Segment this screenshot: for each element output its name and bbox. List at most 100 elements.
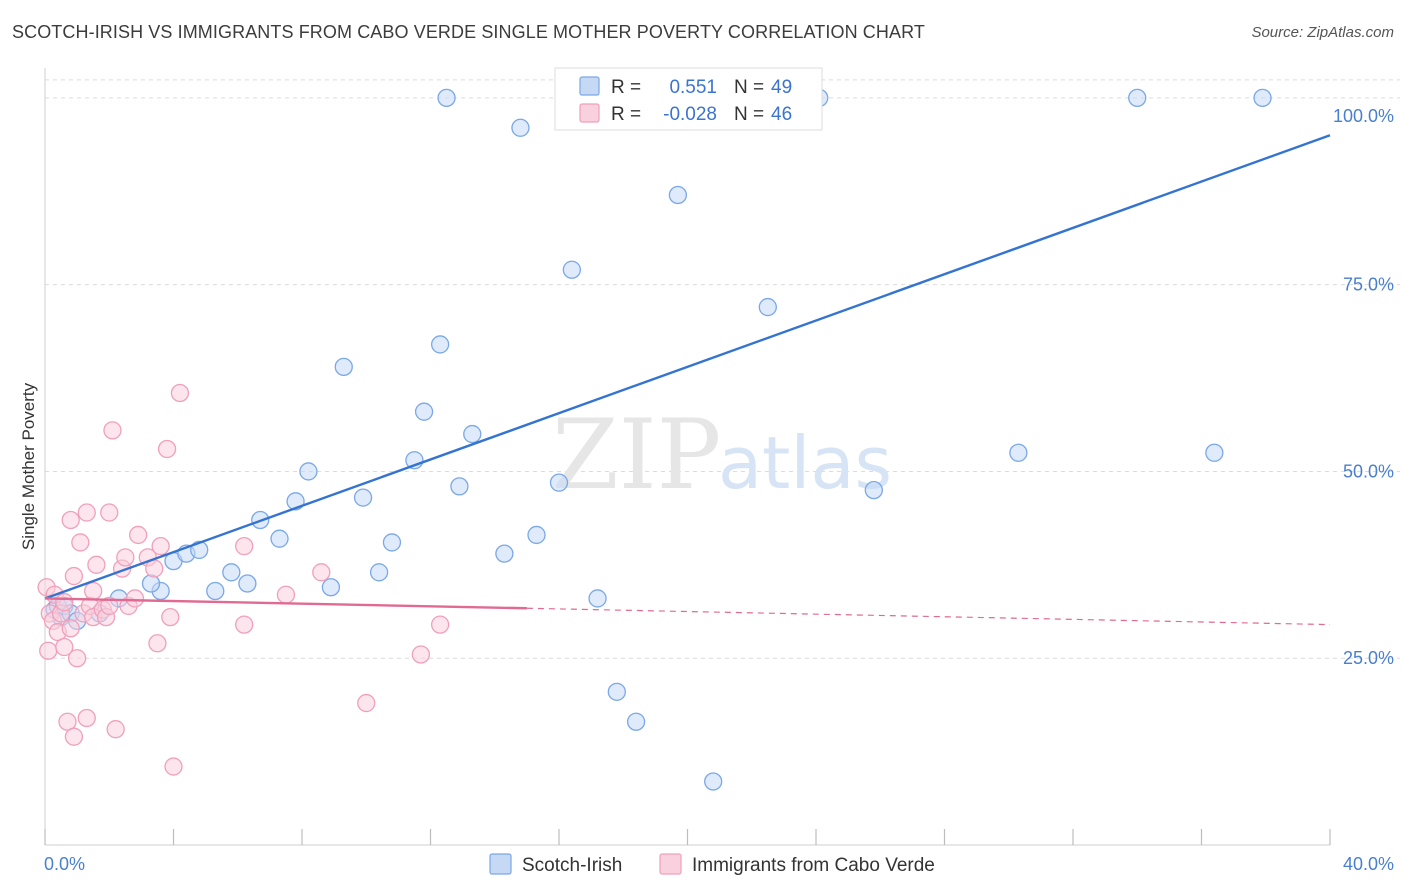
point-series-1-36	[148, 634, 167, 653]
point-series-1-46	[357, 693, 376, 713]
point-series-1-48	[430, 615, 450, 634]
stats-n-label-0: N =	[734, 77, 764, 98]
point-series-0-15	[238, 574, 257, 593]
point-series-0-13	[206, 581, 225, 601]
grid-lines	[45, 79, 1400, 659]
trend-extension-series-1	[526, 607, 1331, 626]
point-series-1-35	[145, 559, 164, 578]
trend-line-series-1	[44, 597, 527, 610]
point-series-1-32	[125, 589, 145, 608]
point-series-1-25	[100, 596, 119, 616]
stats-legend: R = 0.551 N = 49 R = -0.028 N = 46	[554, 67, 823, 131]
point-series-0-9	[141, 574, 161, 593]
point-series-1-37	[151, 537, 170, 556]
point-series-0-26	[414, 402, 434, 421]
point-series-1-38	[157, 439, 177, 459]
stats-swatch-1	[579, 103, 600, 123]
point-series-0-44	[758, 297, 777, 317]
point-series-0-50	[1253, 88, 1272, 108]
point-series-1-14	[67, 649, 87, 668]
point-series-0-22	[353, 488, 373, 507]
stats-r-label-1: R =	[611, 104, 641, 125]
stats-swatch-0	[579, 76, 600, 96]
point-series-1-33	[129, 525, 148, 545]
point-series-1-7	[55, 637, 74, 657]
point-series-0-14	[222, 563, 241, 582]
point-series-0-30	[463, 424, 482, 444]
trend-line-series-0	[44, 134, 1331, 600]
point-series-1-47	[411, 645, 431, 664]
point-series-0-48	[1128, 88, 1147, 108]
legend-label-1: Immigrants from Cabo Verde	[692, 855, 935, 876]
point-series-0-32	[511, 118, 530, 137]
watermark-zip: ZIP	[552, 399, 721, 511]
point-series-1-26	[100, 503, 119, 522]
point-series-1-8	[55, 593, 74, 612]
point-series-0-46	[864, 480, 883, 500]
legend-swatch-0	[489, 853, 512, 875]
y-tick-label-0: 25.0%	[1343, 648, 1394, 668]
watermark-atlas: atlas	[718, 421, 892, 505]
point-series-0-47	[1009, 443, 1028, 462]
point-series-0-34	[549, 473, 569, 492]
legend-label-0: Scotch-Irish	[522, 855, 622, 876]
point-series-1-27	[103, 421, 122, 440]
point-series-1-18	[77, 708, 96, 728]
legend-swatch-1	[659, 853, 682, 875]
point-series-0-41	[668, 185, 688, 205]
trend-lines	[44, 134, 1331, 626]
y-tick-label-1: 50.0%	[1343, 461, 1394, 481]
source-credit: Source: ZipAtlas.com	[1251, 24, 1394, 41]
data-points	[37, 88, 1272, 791]
stats-n-value-1: 46	[771, 104, 792, 125]
watermark: ZIP atlas	[552, 399, 892, 511]
point-series-1-28	[106, 720, 125, 739]
point-series-1-17	[77, 503, 96, 522]
series-legend: Scotch-Irish Immigrants from Cabo Verde	[489, 853, 935, 876]
point-series-0-28	[437, 88, 456, 108]
point-series-1-39	[161, 607, 180, 627]
point-series-0-31	[495, 544, 514, 563]
x-tick-label-last: 40.0%	[1343, 854, 1394, 874]
point-series-1-12	[64, 727, 84, 746]
stats-r-value-0: 0.551	[669, 77, 717, 98]
point-series-0-20	[321, 578, 341, 597]
y-axis-label: Single Mother Poverty	[19, 382, 38, 550]
point-series-1-21	[84, 581, 103, 601]
point-series-1-11	[61, 510, 80, 530]
axes: 0.0% 40.0% 25.0% 50.0% 75.0% 100.0%	[44, 68, 1394, 874]
point-series-0-19	[299, 462, 318, 481]
point-series-0-49	[1205, 443, 1224, 462]
point-series-1-13	[64, 566, 84, 586]
point-series-0-35	[562, 260, 581, 279]
point-series-0-17	[270, 529, 289, 548]
point-series-0-42	[704, 772, 723, 791]
point-series-1-45	[312, 563, 331, 582]
point-series-0-21	[334, 357, 353, 376]
point-series-0-38	[607, 682, 626, 701]
point-series-1-43	[235, 615, 254, 634]
point-series-0-29	[450, 477, 469, 496]
stats-r-value-1: -0.028	[663, 104, 717, 125]
y-tick-label-2: 75.0%	[1343, 275, 1394, 295]
point-series-1-44	[276, 585, 296, 604]
chart-title: SCOTCH-IRISH VS IMMIGRANTS FROM CABO VER…	[12, 22, 925, 42]
point-series-1-22	[87, 555, 106, 574]
x-tick-label-first: 0.0%	[44, 854, 85, 874]
y-tick-label-3: 100.0%	[1333, 106, 1394, 126]
stats-n-label-1: N =	[734, 104, 764, 125]
point-series-1-15	[71, 533, 90, 552]
point-series-1-41	[170, 383, 190, 403]
point-series-0-33	[527, 525, 546, 545]
point-series-1-40	[164, 757, 183, 776]
point-series-0-23	[369, 563, 389, 582]
point-series-1-30	[116, 548, 135, 567]
point-series-0-40	[626, 712, 646, 731]
point-series-0-27	[430, 335, 450, 354]
point-series-0-24	[382, 533, 402, 552]
stats-n-value-0: 49	[771, 77, 792, 98]
point-series-1-42	[235, 537, 254, 556]
point-series-1-1	[39, 641, 58, 660]
point-series-0-36	[588, 589, 607, 608]
